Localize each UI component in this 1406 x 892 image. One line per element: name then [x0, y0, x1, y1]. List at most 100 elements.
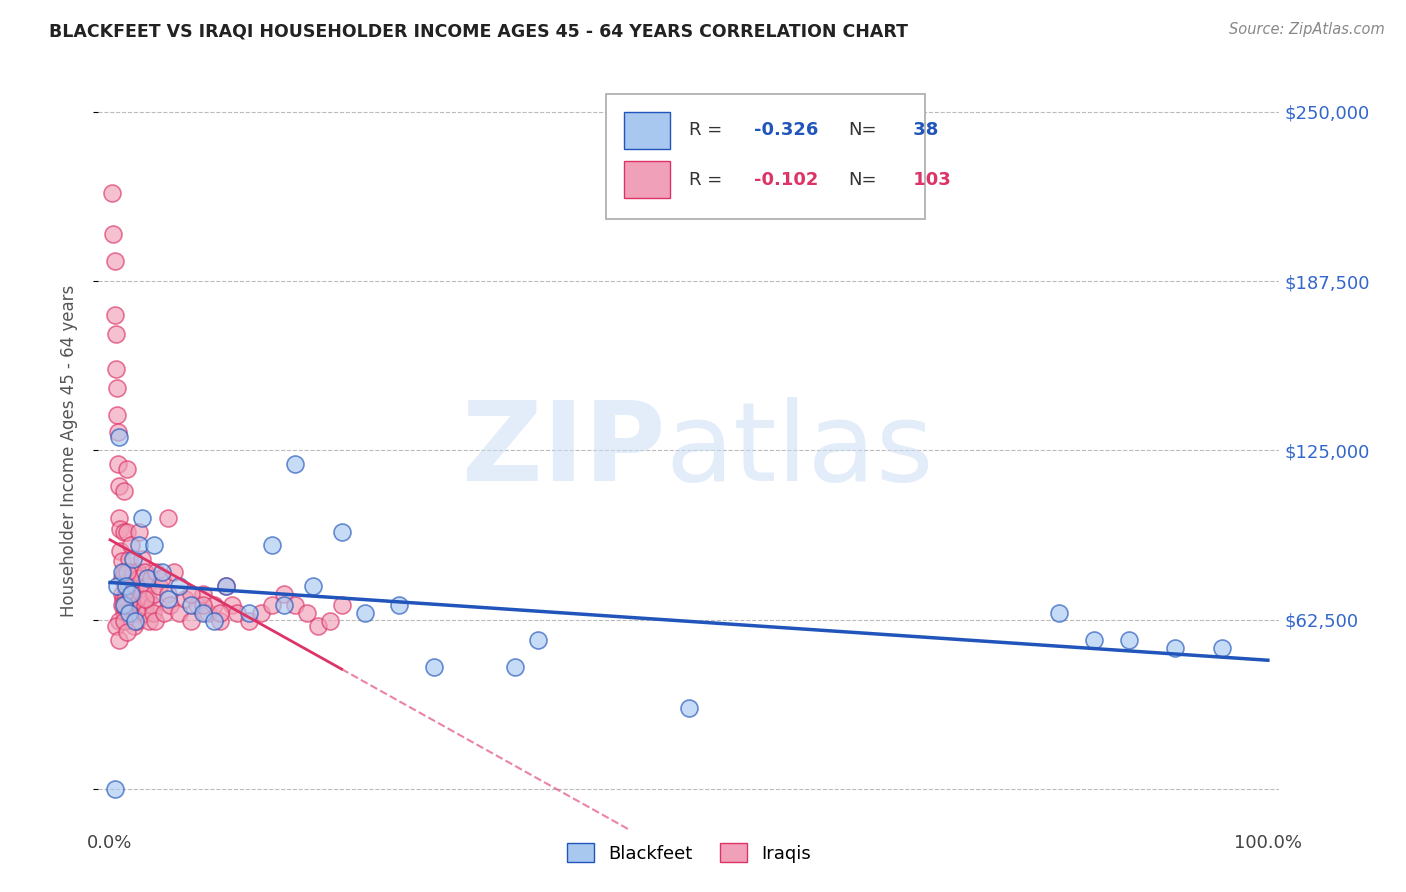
- Point: [180, 614, 202, 628]
- Point: [527, 633, 550, 648]
- Point: [112, 484, 135, 499]
- Point: [117, 624, 139, 639]
- Text: N=: N=: [848, 121, 877, 139]
- FancyBboxPatch shape: [624, 161, 671, 198]
- Point: [110, 598, 132, 612]
- Point: [353, 606, 375, 620]
- FancyBboxPatch shape: [606, 95, 925, 219]
- Point: [121, 587, 143, 601]
- Point: [150, 566, 173, 580]
- Point: [121, 606, 143, 620]
- Point: [107, 457, 129, 471]
- Point: [202, 614, 225, 628]
- Point: [125, 614, 148, 628]
- Point: [131, 511, 153, 525]
- Point: [105, 579, 128, 593]
- Point: [174, 592, 197, 607]
- Point: [1164, 641, 1187, 656]
- Point: [112, 614, 135, 628]
- Point: [112, 566, 135, 580]
- FancyBboxPatch shape: [624, 112, 671, 149]
- Point: [169, 579, 191, 593]
- Point: [112, 524, 135, 539]
- Point: [148, 579, 170, 593]
- Point: [120, 538, 142, 552]
- Point: [131, 551, 153, 566]
- Point: [115, 598, 138, 612]
- Point: [128, 538, 150, 552]
- Point: [124, 579, 146, 593]
- Point: [117, 524, 139, 539]
- Point: [103, 227, 125, 241]
- Point: [249, 606, 271, 620]
- Point: [273, 598, 295, 612]
- Point: [1083, 633, 1105, 648]
- Point: [104, 619, 127, 633]
- Text: R =: R =: [689, 170, 723, 189]
- Point: [156, 511, 179, 525]
- Point: [197, 606, 219, 620]
- Point: [191, 606, 214, 620]
- Point: [124, 598, 146, 612]
- Point: [108, 511, 131, 525]
- Point: [150, 571, 173, 585]
- Point: [284, 598, 307, 612]
- Point: [105, 409, 128, 423]
- Point: [129, 592, 152, 607]
- Point: [112, 598, 135, 612]
- Point: [238, 606, 260, 620]
- Point: [330, 524, 353, 539]
- Point: [124, 619, 146, 633]
- Point: [208, 606, 231, 620]
- Point: [117, 566, 139, 580]
- Text: atlas: atlas: [665, 397, 934, 504]
- Point: [104, 308, 127, 322]
- Point: [120, 571, 142, 585]
- Point: [678, 700, 700, 714]
- Point: [134, 592, 156, 607]
- Point: [131, 587, 153, 601]
- Point: [117, 606, 139, 620]
- Point: [159, 598, 181, 612]
- Point: [110, 522, 132, 536]
- Point: [125, 606, 148, 620]
- Text: R =: R =: [689, 121, 723, 139]
- Text: 103: 103: [907, 170, 952, 189]
- Text: ZIP: ZIP: [463, 397, 665, 504]
- Point: [153, 606, 176, 620]
- Point: [120, 587, 142, 601]
- Point: [163, 566, 186, 580]
- Point: [104, 254, 127, 268]
- Point: [503, 660, 526, 674]
- Text: BLACKFEET VS IRAQI HOUSEHOLDER INCOME AGES 45 - 64 YEARS CORRELATION CHART: BLACKFEET VS IRAQI HOUSEHOLDER INCOME AG…: [49, 22, 908, 40]
- Point: [143, 614, 166, 628]
- Point: [136, 571, 159, 585]
- Point: [143, 587, 166, 601]
- Point: [124, 606, 146, 620]
- Point: [110, 554, 132, 568]
- Point: [186, 598, 208, 612]
- Point: [1118, 633, 1140, 648]
- Point: [105, 381, 128, 395]
- Point: [114, 592, 136, 607]
- Point: [136, 592, 159, 607]
- Point: [110, 566, 132, 580]
- Point: [221, 598, 243, 612]
- Point: [208, 614, 231, 628]
- Point: [110, 587, 132, 601]
- Point: [108, 478, 131, 492]
- Point: [118, 606, 141, 620]
- Point: [129, 598, 152, 612]
- Point: [118, 587, 141, 601]
- Point: [128, 571, 150, 585]
- Point: [388, 598, 411, 612]
- Point: [319, 614, 342, 628]
- Point: [108, 614, 131, 628]
- Point: [1049, 606, 1071, 620]
- Point: [122, 551, 145, 566]
- Point: [202, 598, 225, 612]
- Point: [117, 579, 139, 593]
- Point: [110, 543, 132, 558]
- Legend: Blackfeet, Iraqis: Blackfeet, Iraqis: [560, 836, 818, 870]
- Point: [215, 579, 238, 593]
